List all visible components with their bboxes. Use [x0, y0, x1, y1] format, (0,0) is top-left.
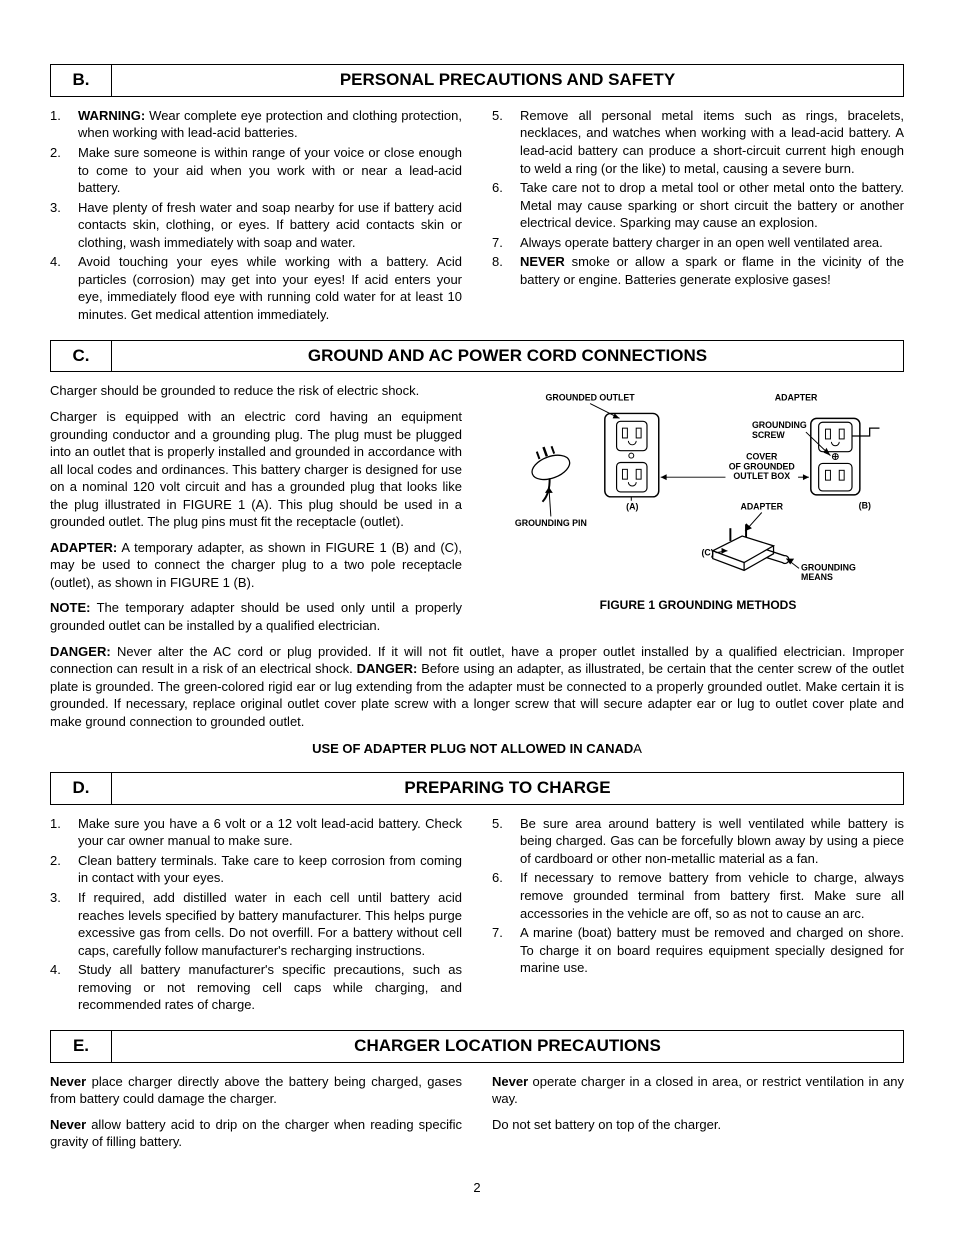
para: Charger is equipped with an electric cor…: [50, 408, 462, 531]
svg-text:ADAPTER: ADAPTER: [775, 393, 818, 403]
figure-1-caption: FIGURE 1 GROUNDING METHODS: [492, 597, 904, 613]
para: Do not set battery on top of the charger…: [492, 1116, 904, 1134]
section-d-letter: D.: [51, 773, 112, 804]
para: NOTE: The temporary adapter should be us…: [50, 599, 462, 634]
para: Never place charger directly above the b…: [50, 1073, 462, 1108]
para: ADAPTER: A temporary adapter, as shown i…: [50, 539, 462, 592]
list-item: Make sure you have a 6 volt or a 12 volt…: [50, 815, 462, 850]
grounding-methods-diagram: GROUNDED OUTLET ADAPTER: [492, 387, 904, 587]
section-c-header: C. GROUND AND AC POWER CORD CONNECTIONS: [50, 340, 904, 373]
section-c-letter: C.: [51, 341, 112, 372]
list-item: Always operate battery charger in an ope…: [492, 234, 904, 252]
canada-note: USE OF ADAPTER PLUG NOT ALLOWED IN CANAD…: [50, 740, 904, 758]
list-item: Avoid touching your eyes while working w…: [50, 253, 462, 323]
danger-para: DANGER: Never alter the AC cord or plug …: [50, 643, 904, 731]
list-item: NEVER smoke or allow a spark or flame in…: [492, 253, 904, 288]
list-item: Take care not to drop a metal tool or ot…: [492, 179, 904, 232]
svg-text:COVEROF GROUNDEDOUTLET BOX: COVEROF GROUNDEDOUTLET BOX: [729, 452, 795, 482]
section-e-body: Never place charger directly above the b…: [50, 1073, 904, 1159]
list-item: If necessary to remove battery from vehi…: [492, 869, 904, 922]
para: Never operate charger in a closed in are…: [492, 1073, 904, 1108]
svg-text:(A): (A): [626, 502, 638, 512]
list-item: Be sure area around battery is well vent…: [492, 815, 904, 868]
section-d-body: Make sure you have a 6 volt or a 12 volt…: [50, 815, 904, 1016]
section-b-list-right: Remove all personal metal items such as …: [492, 107, 904, 288]
section-d-list-right: Be sure area around battery is well vent…: [492, 815, 904, 977]
svg-text:GROUNDINGSCREW: GROUNDINGSCREW: [752, 421, 807, 441]
para: Never allow battery acid to drip on the …: [50, 1116, 462, 1151]
section-b-letter: B.: [51, 65, 112, 96]
section-d-list-left: Make sure you have a 6 volt or a 12 volt…: [50, 815, 462, 1014]
svg-text:(C): (C): [701, 548, 713, 558]
list-item: WARNING: Wear complete eye protection an…: [50, 107, 462, 142]
list-item: If required, add distilled water in each…: [50, 889, 462, 959]
svg-text:ADAPTER: ADAPTER: [740, 502, 783, 512]
list-item: Study all battery manufacturer's specifi…: [50, 961, 462, 1014]
section-c-title: GROUND AND AC POWER CORD CONNECTIONS: [112, 341, 903, 372]
section-e-title: CHARGER LOCATION PRECAUTIONS: [112, 1031, 903, 1062]
section-b-title: PERSONAL PRECAUTIONS AND SAFETY: [112, 65, 903, 96]
section-b-list-left: WARNING: Wear complete eye protection an…: [50, 107, 462, 324]
figure-1: GROUNDED OUTLET ADAPTER: [492, 382, 904, 612]
list-item: A marine (boat) battery must be removed …: [492, 924, 904, 977]
section-e-letter: E.: [51, 1031, 112, 1062]
list-item: Have plenty of fresh water and soap near…: [50, 199, 462, 252]
page-number: 2: [50, 1179, 904, 1197]
para: Charger should be grounded to reduce the…: [50, 382, 462, 400]
section-c-body-upper: Charger should be grounded to reduce the…: [50, 382, 904, 642]
list-item: Clean battery terminals. Take care to ke…: [50, 852, 462, 887]
svg-text:GROUNDING PIN: GROUNDING PIN: [515, 519, 587, 529]
section-b-body: WARNING: Wear complete eye protection an…: [50, 107, 904, 326]
section-b-header: B. PERSONAL PRECAUTIONS AND SAFETY: [50, 64, 904, 97]
svg-text:(B): (B): [859, 501, 871, 511]
svg-text:GROUNDED OUTLET: GROUNDED OUTLET: [546, 393, 636, 403]
section-d-header: D. PREPARING TO CHARGE: [50, 772, 904, 805]
list-item: Make sure someone is within range of you…: [50, 144, 462, 197]
section-d-title: PREPARING TO CHARGE: [112, 773, 903, 804]
list-item: Remove all personal metal items such as …: [492, 107, 904, 177]
svg-text:GROUNDINGMEANS: GROUNDINGMEANS: [801, 563, 856, 583]
section-e-header: E. CHARGER LOCATION PRECAUTIONS: [50, 1030, 904, 1063]
